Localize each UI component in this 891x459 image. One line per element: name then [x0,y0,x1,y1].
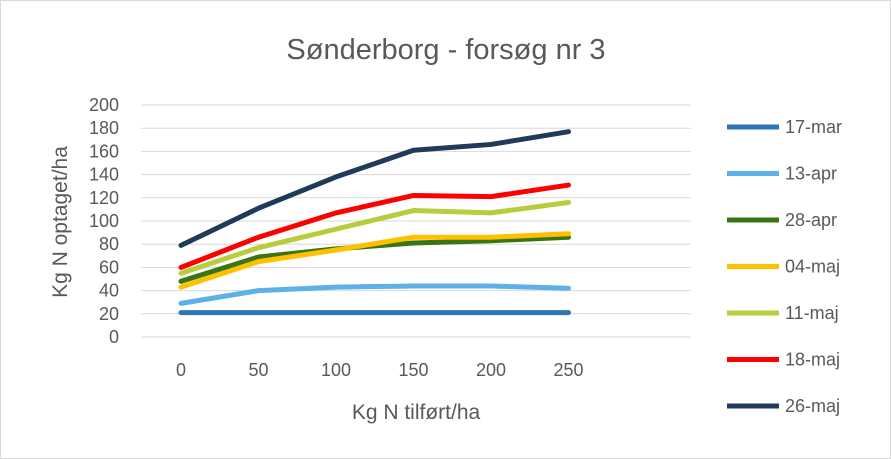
y-tick-label: 40 [99,281,119,301]
chart-title: Sønderborg - forsøg nr 3 [286,34,605,66]
x-tick-label: 250 [553,360,583,380]
y-tick-label: 140 [89,165,119,185]
x-tick-label: 150 [398,360,428,380]
series-line-13-apr [178,283,571,306]
legend-label: 13-apr [785,164,837,184]
legend: 17-mar 13-apr 28-apr 04-maj 11-maj 18-maj 26-m… [727,117,842,416]
legend-item: 17-mar [727,117,842,137]
legend-item: 28-apr [727,210,837,230]
legend-label: 18-maj [785,350,840,370]
y-tick-label: 20 [99,304,119,324]
x-tick-label: 0 [176,360,186,380]
legend-label: 11-maj [785,303,839,323]
y-axis-ticks: 0 20 40 60 80 100 120 140 160 180 200 [89,95,119,347]
y-tick-label: 200 [89,95,119,115]
legend-item: 13-apr [727,164,837,184]
legend-item: 18-maj [727,350,840,370]
y-tick-label: 180 [89,118,119,138]
legend-item: 04-maj [727,257,840,277]
y-tick-label: 120 [89,188,119,208]
x-tick-label: 100 [321,360,351,380]
legend-label: 04-maj [785,257,840,277]
y-tick-label: 60 [99,257,119,277]
x-axis-ticks: 0 50 100 150 200 250 [176,360,584,380]
series-line-18-maj [178,182,571,270]
series-line-04-maj [178,231,571,290]
legend-label: 26-maj [785,396,840,416]
y-tick-label: 160 [89,141,119,161]
legend-item: 26-maj [727,396,840,416]
legend-item: 11-maj [727,303,839,323]
y-axis-title: Kg N optaget/ha [49,146,72,298]
gridlines [141,104,691,338]
x-tick-label: 50 [248,360,268,380]
legend-label: 17-mar [785,117,842,137]
series-lines [178,129,571,316]
y-tick-label: 100 [89,211,119,231]
legend-label: 28-apr [785,210,837,230]
series-line-11-maj [178,199,571,276]
series-line-26-maj [178,129,571,248]
y-tick-label: 0 [109,327,119,347]
y-tick-label: 80 [99,234,119,254]
x-tick-label: 200 [476,360,506,380]
x-axis-title: Kg N tilført/ha [352,401,481,424]
